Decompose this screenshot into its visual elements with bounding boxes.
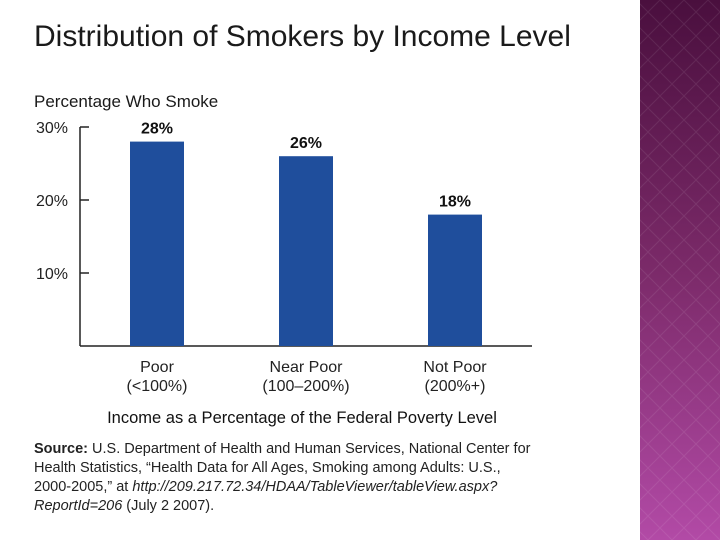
x-axis-label: Income as a Percentage of the Federal Po… (107, 409, 497, 427)
category-label: Near Poor (270, 359, 344, 376)
category-sublabel: (200%+) (425, 378, 486, 395)
side-pattern (640, 0, 720, 540)
category-label: Poor (140, 359, 174, 376)
chart-labels: 28% Poor (<100%) 26% Near Poor (100–200%) 18% N… (127, 121, 488, 395)
source-note: Source: U.S. Department of Health and Hu… (34, 440, 534, 516)
category-sublabel: (100–200%) (262, 378, 349, 395)
bars (130, 141, 482, 346)
category-label: Not Poor (423, 359, 487, 376)
source-label: Source: (34, 441, 88, 457)
source-text-2: (July 2 2007). (122, 498, 215, 514)
source-text-1: U.S. Department of Health and Human Serv… (34, 441, 531, 495)
y-tick-label: 30% (36, 120, 68, 137)
data-label: 26% (290, 135, 322, 152)
bar-chart: Distribution of Smokers by Income Level … (34, 20, 571, 427)
chart-panel: Distribution of Smokers by Income Level … (34, 20, 571, 516)
y-axis-label: Percentage Who Smoke (34, 92, 218, 111)
source-url: http://209.217.72.34/HDAA/TableViewer/ta… (34, 479, 498, 514)
y-tick-label: 20% (36, 193, 68, 210)
axes: 10% 20% 30% (36, 120, 532, 347)
category-sublabel: (<100%) (127, 378, 188, 395)
bar (279, 156, 333, 346)
bar (130, 141, 184, 346)
y-tick-label: 10% (36, 266, 68, 283)
chart-title: Distribution of Smokers by Income Level (34, 20, 571, 53)
data-label: 18% (439, 194, 471, 211)
data-label: 28% (141, 121, 173, 138)
bar (428, 214, 482, 346)
